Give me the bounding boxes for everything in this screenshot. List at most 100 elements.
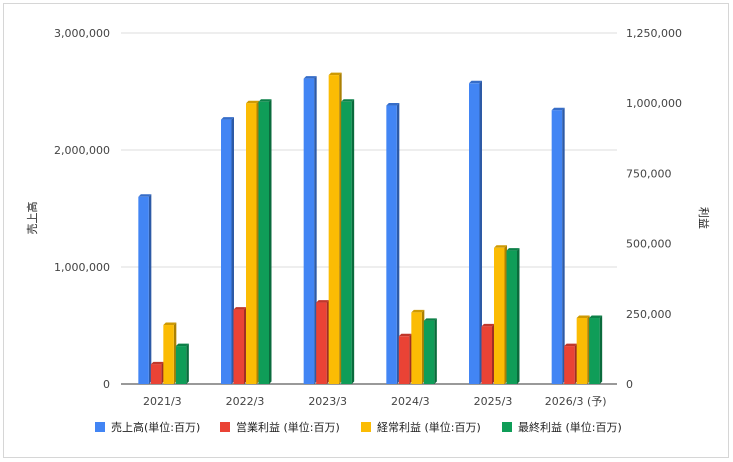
- bar-side: [479, 80, 482, 384]
- bar: [564, 346, 575, 384]
- bar-side: [421, 309, 425, 384]
- right-tick-label: 0: [626, 378, 633, 391]
- left-axis-ticks: 0 1,000,000 2,000,000 3,000,000: [54, 27, 110, 391]
- bar-side: [326, 300, 330, 384]
- bar: [316, 302, 327, 384]
- bar-side: [161, 361, 164, 384]
- bar-side: [351, 99, 355, 385]
- right-tick-label: 1,250,000: [626, 27, 682, 40]
- right-tick-label: 1,000,000: [626, 97, 682, 110]
- bar-top: [423, 318, 437, 321]
- bar-side: [244, 307, 247, 384]
- bar: [138, 196, 149, 384]
- legend-label: 経常利益 (単位:百万): [377, 420, 481, 434]
- bar-side: [587, 315, 590, 384]
- bar-side: [599, 315, 603, 384]
- bar-top: [398, 333, 412, 337]
- bar-side: [396, 103, 400, 384]
- chart-frame: [3, 3, 729, 458]
- bar: [506, 250, 517, 384]
- bar-top: [221, 117, 234, 120]
- bar-top: [246, 100, 259, 104]
- bar-top: [469, 80, 482, 84]
- bar-top: [551, 107, 565, 111]
- bar-top: [481, 323, 495, 327]
- right-axis-ticks: 0 250,000 500,000 750,000 1,000,000 1,250,000: [626, 27, 682, 391]
- bar: [398, 336, 410, 384]
- legend-label: 売上高(単位:百万): [111, 420, 200, 434]
- bar: [233, 309, 244, 384]
- gridlines: [121, 32, 617, 385]
- legend-label: 最終利益 (単位:百万): [518, 420, 622, 434]
- bar-side: [574, 343, 578, 384]
- bar: [576, 318, 588, 384]
- bar-side: [492, 323, 495, 384]
- bar-side: [186, 343, 189, 384]
- bar-side: [434, 318, 437, 384]
- x-axis-ticks: 2021/3 2022/3 2023/3 2024/3 2025/3 2026/3 (予): [143, 395, 607, 408]
- bar-top: [564, 343, 578, 347]
- bar-top: [233, 307, 247, 310]
- x-tick-label: 2026/3 (予): [545, 395, 607, 408]
- bar-top: [589, 315, 603, 319]
- bar: [246, 103, 257, 384]
- left-tick-label: 1,000,000: [54, 261, 110, 274]
- bar-top: [341, 99, 355, 102]
- left-tick-label: 0: [103, 378, 110, 391]
- bar-side: [409, 333, 412, 384]
- right-tick-label: 750,000: [626, 167, 672, 180]
- x-tick-label: 2024/3: [391, 395, 430, 408]
- bar-side: [148, 194, 152, 384]
- bar-side: [173, 322, 177, 384]
- bar: [589, 318, 600, 384]
- legend: 売上高(単位:百万) 営業利益 (単位:百万) 経常利益 (単位:百万) 最終利益 (…: [95, 420, 622, 434]
- bar: [551, 110, 563, 384]
- x-tick-label: 2022/3: [226, 395, 265, 408]
- x-tick-label: 2021/3: [143, 395, 182, 408]
- bar: [303, 78, 315, 384]
- bar-top: [175, 343, 189, 347]
- bar: [328, 75, 340, 385]
- right-tick-label: 250,000: [626, 308, 672, 321]
- bar: [386, 105, 397, 384]
- right-tick-label: 500,000: [626, 238, 672, 251]
- bar-side: [504, 245, 507, 384]
- bar-side: [517, 248, 520, 384]
- bar-top: [576, 315, 590, 319]
- left-tick-label: 2,000,000: [54, 144, 110, 157]
- bar: [494, 247, 505, 384]
- legend-swatch: [502, 422, 512, 432]
- bar: [423, 320, 435, 384]
- left-tick-label: 3,000,000: [54, 27, 110, 40]
- bar: [221, 119, 232, 384]
- x-tick-label: 2025/3: [474, 395, 513, 408]
- bar-top: [328, 72, 342, 76]
- bar-top: [150, 361, 164, 365]
- bar-top: [316, 300, 330, 303]
- bar-top: [163, 322, 177, 326]
- left-axis-title: 売上高: [25, 202, 39, 235]
- legend-label: 営業利益 (単位:百万): [236, 420, 340, 434]
- bar-top: [506, 248, 520, 251]
- bar-top: [303, 76, 317, 79]
- bar-top: [494, 245, 507, 248]
- bar: [258, 101, 269, 385]
- legend-swatch: [361, 422, 371, 432]
- legend-swatch: [95, 422, 105, 432]
- bar: [411, 312, 422, 384]
- bar-top: [411, 309, 425, 313]
- bar-side: [231, 117, 234, 384]
- bar-top: [386, 103, 400, 106]
- bar-side: [562, 107, 565, 384]
- x-tick-label: 2023/3: [308, 395, 347, 408]
- bar-side: [269, 99, 272, 385]
- bar: [163, 325, 174, 384]
- bar: [150, 364, 162, 384]
- bar-side: [314, 76, 317, 384]
- legend-swatch: [220, 422, 230, 432]
- bar: [341, 101, 352, 385]
- bar-side: [256, 100, 259, 384]
- bar: [481, 326, 492, 384]
- bar-top: [258, 99, 272, 102]
